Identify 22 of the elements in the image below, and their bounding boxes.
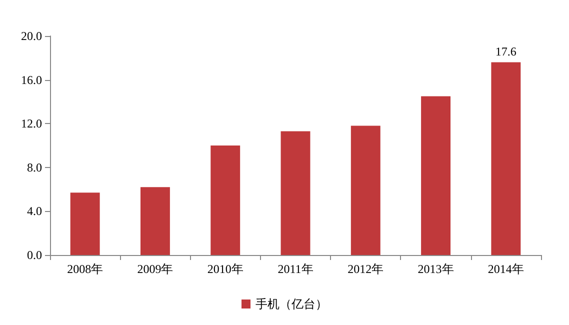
bar (421, 96, 451, 255)
x-tick-label: 2011年 (278, 262, 314, 276)
bar (140, 187, 170, 255)
y-tick-label: 0.0 (27, 248, 42, 262)
x-tick-label: 2010年 (207, 262, 244, 276)
x-tick-label: 2008年 (67, 262, 104, 276)
legend-label: 手机（亿台） (256, 297, 328, 311)
bar (210, 146, 240, 255)
bar (280, 131, 310, 255)
y-tick-label: 4.0 (27, 204, 42, 218)
y-tick-label: 8.0 (27, 160, 42, 174)
y-tick-label: 16.0 (21, 72, 42, 87)
bar (70, 192, 100, 255)
y-tick-label: 12.0 (21, 116, 42, 131)
x-tick-label: 2014年 (488, 262, 524, 276)
x-tick-label: 2012年 (348, 262, 384, 276)
data-label: 17.6 (495, 44, 516, 58)
x-tick-label: 2009年 (137, 262, 174, 276)
bar (491, 62, 521, 255)
bar (350, 126, 380, 255)
y-tick-label: 20.0 (21, 29, 42, 43)
x-tick-label: 2013年 (418, 262, 454, 276)
